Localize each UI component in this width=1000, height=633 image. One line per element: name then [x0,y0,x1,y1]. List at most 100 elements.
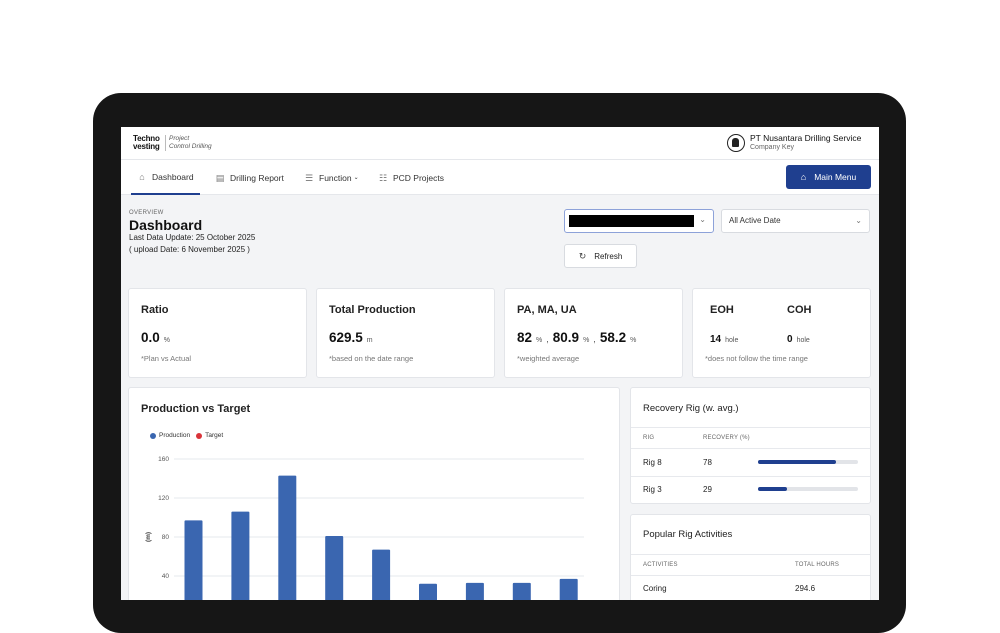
recovery-rig-card: Recovery Rig (w. avg.) RIG RECOVERY (%) … [630,387,871,504]
divider [631,427,870,428]
nav-item-drilling-report[interactable]: ▤ Drilling Report [215,160,284,195]
ua-unit: % [630,337,637,344]
logo-line2: vesting [133,142,160,151]
app-screen: Techno vesting Project Control Drilling … [121,127,879,600]
page-title: Dashboard [129,217,203,233]
chevron-down-icon: ⌄ [699,215,706,224]
separator: , [593,334,596,344]
recovery-bar [758,487,858,491]
legend-label: Production [159,432,191,439]
production-bar[interactable] [325,536,344,600]
nav-item-label: PCD Projects [393,172,445,183]
production-unit: m [366,337,373,344]
refresh-label: Refresh [594,251,623,261]
production-bar[interactable] [278,475,297,600]
coh-unit: hole [796,337,810,344]
ua-number: 58.2 [599,330,627,345]
upload-date: ( upload Date: 6 November 2025 ) [129,245,250,254]
separator: , [546,334,549,344]
production-value: 629.5 m [329,330,373,345]
production-chart: 160 120 80 40 (m) [145,456,584,600]
refresh-icon: ↻ [578,250,587,261]
divider [631,554,870,555]
eoh-number: 14 [710,334,722,345]
pa-ma-ua-card: PA, MA, UA 82%, 80.9%, 58.2% *weighted ave… [504,288,683,378]
rig-name: Rig 8 [643,458,662,467]
production-bar[interactable] [231,511,250,600]
last-data-update: Last Data Update: 25 October 2025 [129,233,256,242]
date-select[interactable]: All Active Date ⌄ [721,209,870,233]
y-tick-label: 160 [158,456,169,463]
pa-ma-ua-title: PA, MA, UA [517,304,577,316]
pa-unit: % [536,337,543,344]
production-chart-card: Production vs Target Production Target 1… [128,387,620,600]
tagline-line2: Control Drilling [169,143,212,150]
production-bar[interactable] [465,582,484,600]
production-bar[interactable] [559,578,578,600]
ratio-card: Ratio 0.0% *Plan vs Actual [128,288,307,378]
recovery-bar [758,460,858,464]
production-note: *based on the date range [329,354,414,363]
ma-number: 80.9 [552,330,580,345]
divider [631,448,870,449]
activity-hours: 294.6 [795,584,816,593]
y-axis-label: (m) [145,532,152,542]
logo-line1: Techno [133,134,160,143]
activities-title: Popular Rig Activities [643,529,733,540]
company-avatar[interactable] [727,134,745,152]
company-name[interactable]: PT Nusantara Drilling Service [750,133,862,143]
production-bar[interactable] [512,582,531,600]
pa-number: 82 [517,330,533,345]
column-header-rig: RIG [643,435,655,441]
eoh-value: 14 hole [710,330,738,345]
nav-bar: ⌂ Dashboard ▤ Drilling Report ☰ Function… [121,160,879,195]
production-bar[interactable] [184,520,203,600]
y-tick-label: 80 [162,534,170,541]
recovery-value: 29 [703,485,712,494]
function-icon: ☰ [304,172,314,183]
legend-item-production[interactable]: Production [150,432,190,439]
rig-activities-card: Popular Rig Activities ACTIVITIES TOTAL … [630,514,871,600]
report-icon: ▤ [215,172,225,183]
chevron-down-icon: ⌄ [353,175,359,181]
company-key: Company Key [750,144,794,151]
ma-unit: % [583,337,590,344]
nav-item-dashboard[interactable]: ⌂ Dashboard [131,160,200,195]
tagline: Project Control Drilling [169,135,212,151]
nav-item-function[interactable]: ☰ Function ⌄ [304,160,359,195]
recovery-value: 78 [703,458,712,467]
ratio-number: 0.0 [141,330,160,345]
divider [631,476,870,477]
ratio-title: Ratio [141,304,169,316]
top-bar: Techno vesting Project Control Drilling … [121,127,879,160]
ratio-note: *Plan vs Actual [141,354,192,363]
production-bar[interactable] [419,583,437,600]
recovery-bar-fill [758,487,787,491]
legend-dot-target [196,432,203,439]
nav-item-label: Drilling Report [230,172,284,183]
production-card: Total Production 629.5 m *based on the da… [316,288,495,378]
date-select-value: All Active Date [729,216,781,225]
production-bar[interactable] [372,549,391,600]
projects-icon: ☷ [378,172,388,183]
legend-label: Target [205,432,224,439]
nav-item-label: Function [319,172,352,183]
redacted-value [569,215,694,227]
home-icon: ⌂ [139,171,145,182]
ratio-value: 0.0% [141,330,170,345]
production-number: 629.5 [329,330,363,345]
tagline-line1: Project [169,135,190,142]
nav-item-pcd-projects[interactable]: ☷ PCD Projects [378,160,444,195]
logo[interactable]: Techno vesting [133,135,160,151]
chevron-down-icon: ⌄ [855,216,862,225]
logo-divider [165,135,166,151]
recovery-title: Recovery Rig (w. avg.) [643,403,739,414]
pa-ma-ua-note: *weighted average [517,354,580,363]
eoh-title: EOH [710,304,734,316]
divider [631,575,870,576]
main-menu-button[interactable]: ⌂ Main Menu [786,165,871,189]
refresh-button[interactable]: ↻ Refresh [564,244,637,268]
project-select[interactable]: ⌄ [564,209,714,233]
legend-item-target[interactable]: Target [196,432,223,439]
eoh-coh-note: *does not follow the time range [705,354,808,363]
